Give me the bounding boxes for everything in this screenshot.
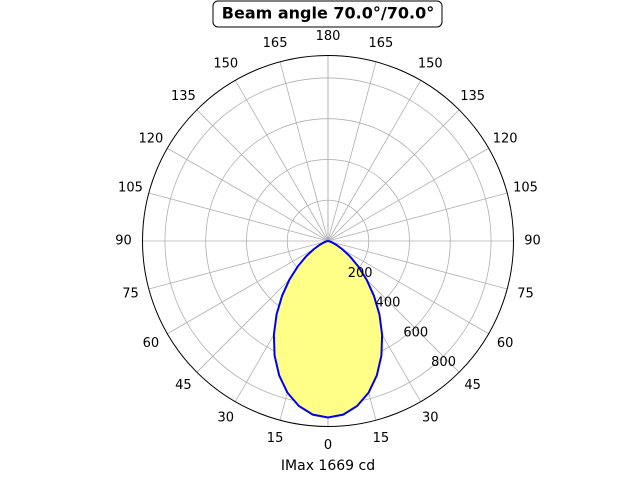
grid-spoke	[148, 240, 329, 290]
outer-frame	[142, 55, 514, 427]
r-tick-label: 200	[348, 266, 373, 281]
grid-spoke	[279, 61, 329, 242]
grid-spoke	[234, 80, 329, 242]
r-tick-label: 400	[376, 296, 401, 311]
theta-tick-label: 30	[422, 411, 439, 426]
theta-tick-label: 165	[369, 36, 394, 51]
theta-tick-label: 135	[460, 89, 485, 104]
line	[272, 240, 384, 419]
theta-tick-label: 135	[171, 89, 196, 104]
theta-tick-label: 30	[217, 411, 234, 426]
grid-spoke	[167, 147, 329, 242]
theta-tick-label: 45	[464, 378, 481, 393]
theta-tick-label: 15	[267, 431, 284, 446]
theta-tick-label: 150	[213, 56, 238, 71]
grid-spoke	[327, 192, 508, 242]
theta-tick-label: 0	[324, 438, 332, 453]
grid-spoke	[327, 80, 422, 242]
theta-tick-label: 120	[138, 131, 163, 146]
theta-tick-label: 60	[143, 336, 160, 351]
theta-tick-label: 45	[175, 378, 192, 393]
x-axis-label: IMax 1669 cd	[281, 458, 375, 474]
r-tick-label: 600	[403, 325, 428, 340]
title-box: Beam angle 70.0°/70.0°	[212, 0, 443, 28]
theta-tick-label: 60	[497, 336, 514, 351]
grid-spoke	[327, 147, 489, 242]
r-tick-label: 800	[431, 355, 456, 370]
theta-tick-label: 105	[513, 181, 538, 196]
theta-tick-label: 90	[115, 234, 132, 249]
area	[273, 241, 383, 418]
theta-tick-label: 150	[418, 56, 443, 71]
theta-tick-label: 165	[263, 36, 288, 51]
theta-tick-label: 180	[316, 29, 341, 44]
theta-tick-label: 75	[517, 286, 534, 301]
theta-tick-label: 75	[122, 286, 139, 301]
grid-spoke	[327, 61, 377, 242]
grid-spoke	[327, 240, 508, 290]
grid-spoke	[327, 240, 489, 335]
theta-tick-label: 15	[373, 431, 390, 446]
chart-title: Beam angle 70.0°/70.0°	[222, 4, 434, 23]
grid-spoke	[196, 109, 329, 242]
grid-spoke	[167, 240, 329, 335]
theta-tick-label: 90	[524, 234, 541, 249]
theta-tick-label: 120	[493, 131, 518, 146]
grid-spoke	[148, 192, 329, 242]
theta-tick-label: 105	[118, 181, 143, 196]
title-frame	[212, 0, 443, 28]
grid-spoke	[327, 109, 460, 242]
